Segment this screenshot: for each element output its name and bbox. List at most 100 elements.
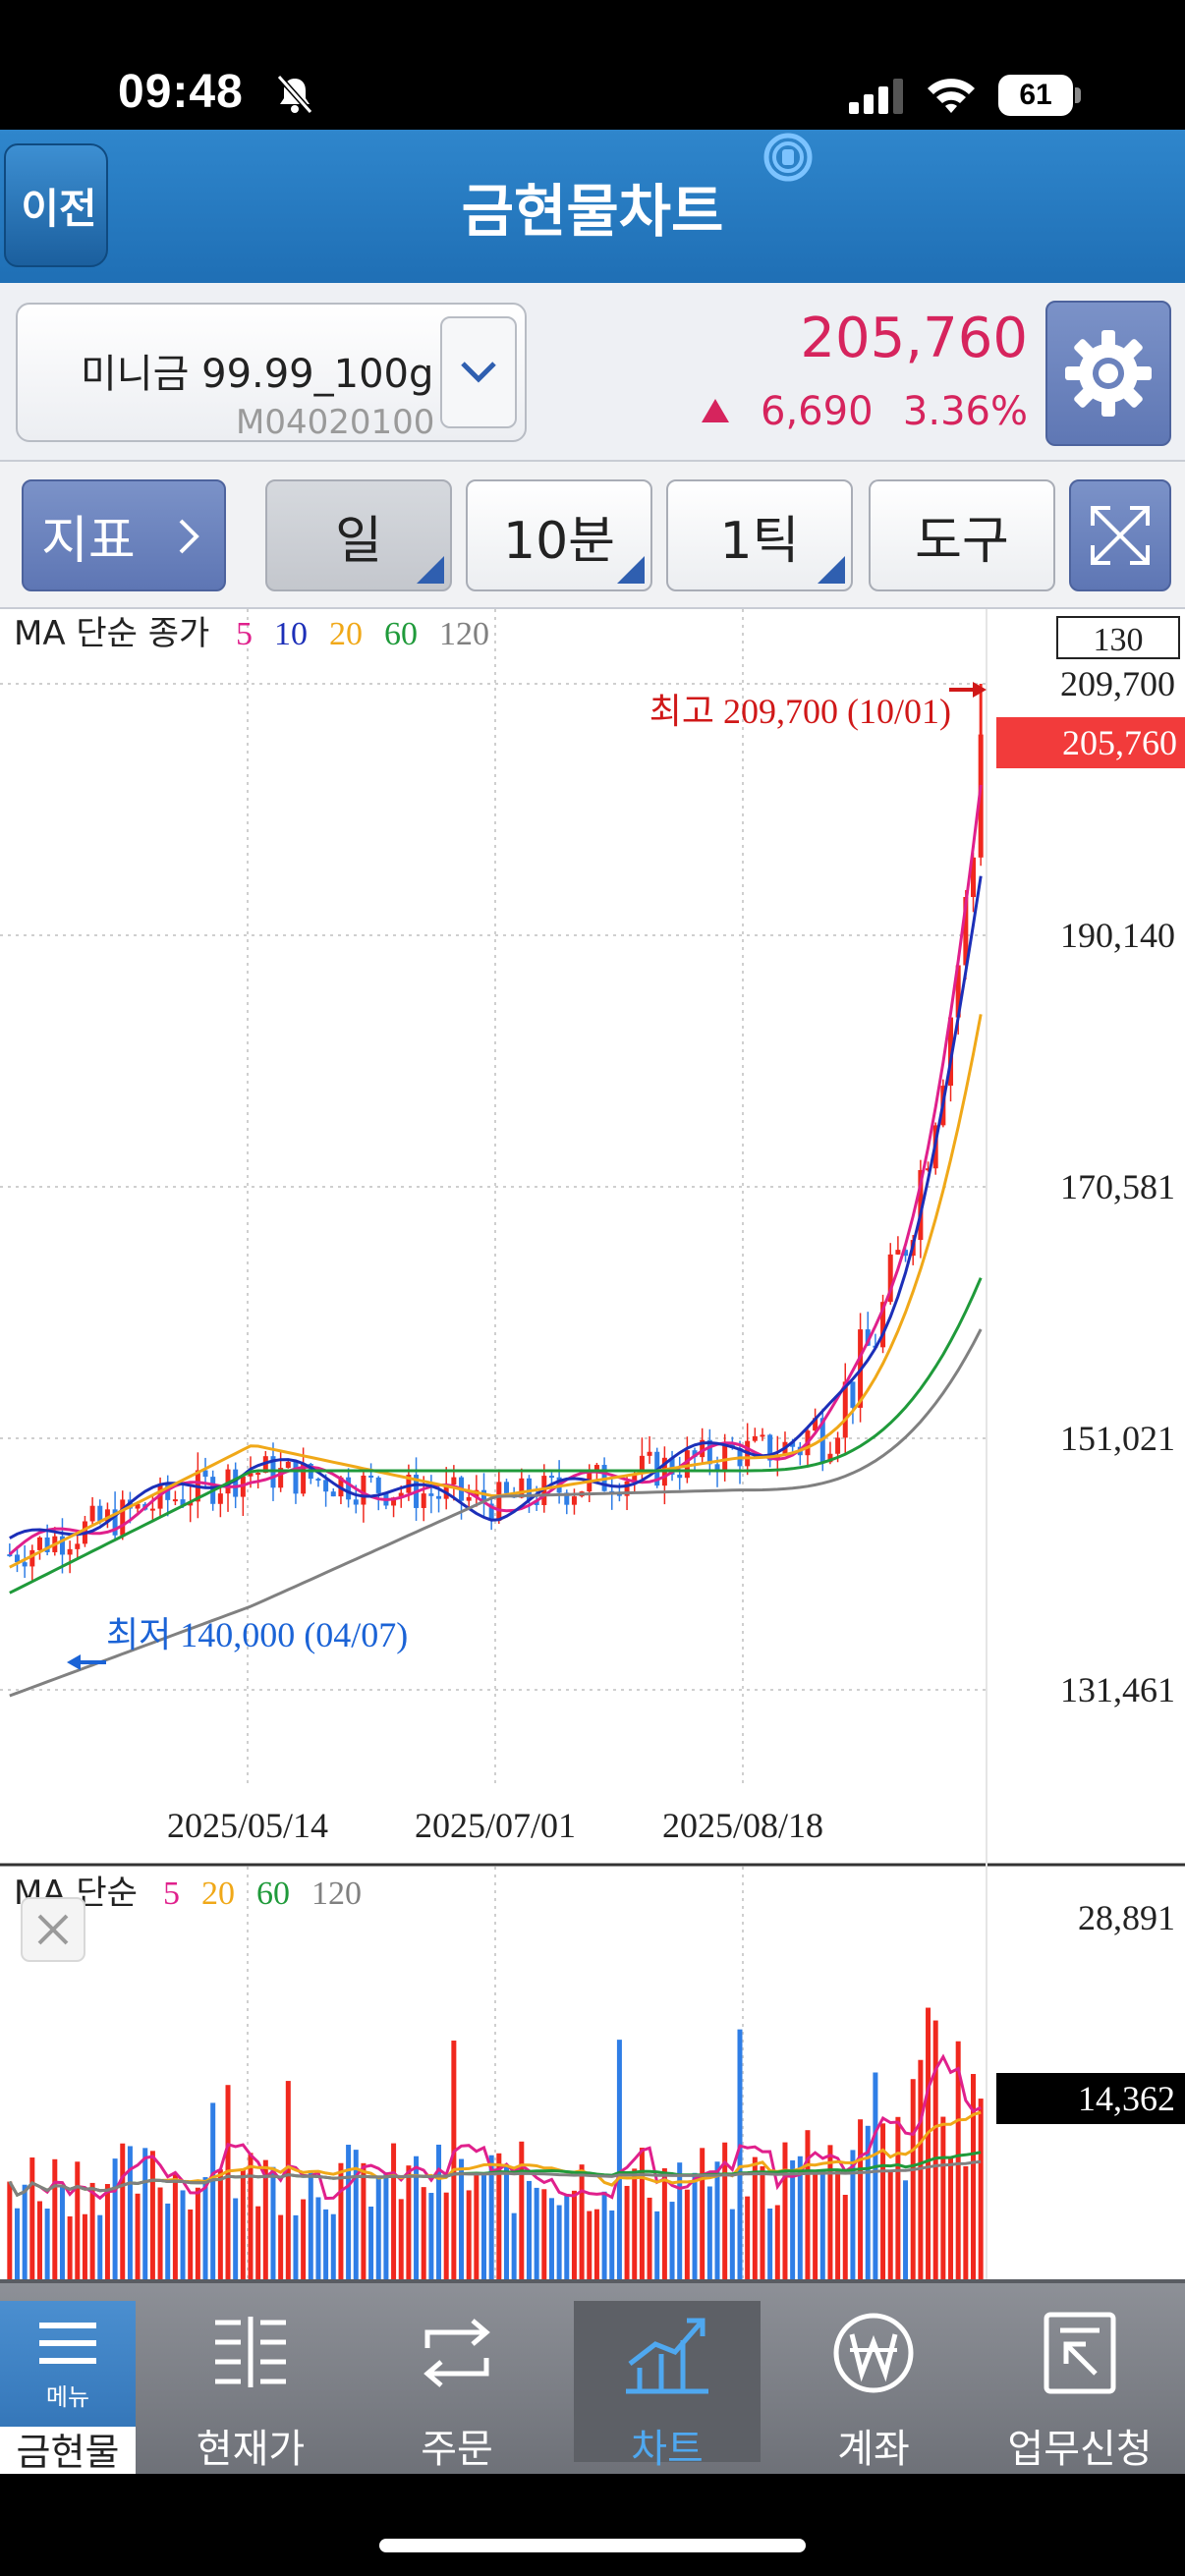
price-volume-chart[interactable]: MA 단순 종가 5 10 20 60 120 130 209,700 190,140 17… [0,609,1185,2279]
volume-bar [624,2185,630,2279]
volume-bar [587,2211,592,2279]
chart-area[interactable]: MA 단순 종가 5 10 20 60 120 130 209,700 190,140 17… [0,609,1185,2279]
volume-bar [684,2189,690,2279]
volume-bar [451,2041,457,2279]
candle-body [827,1453,833,1463]
volume-bar [737,2029,743,2279]
nav-chart[interactable]: 차트 [574,2301,761,2472]
candle-body [684,1450,690,1479]
volume-bar [548,2198,554,2279]
volume-bar [677,2162,683,2279]
volume-bar [571,2190,577,2279]
volume-bar [632,2168,638,2279]
volume-bar [661,2168,667,2279]
candle-body [112,1509,118,1536]
period-day-button[interactable]: 일 [265,479,452,591]
y-tick-label: 151,021 [1060,1419,1175,1458]
nav-service-request[interactable]: 업무신청 [987,2301,1173,2472]
candle-body [752,1435,758,1441]
volume-bar [955,2041,961,2279]
volume-bar [895,2116,901,2279]
candle-body [534,1500,539,1505]
volume-bar [564,2195,570,2279]
volume-bar [865,2125,871,2279]
volume-bar [22,2184,28,2279]
volume-bar [579,2164,585,2279]
volume-bar [654,2211,660,2279]
moving-average-lines [8,784,983,1698]
nav-current-price[interactable]: 현재가 [157,2301,344,2472]
volume-bar [903,2180,909,2279]
bottom-navigation: 메뉴 금현물 현재가 주문 [0,2279,1185,2478]
settings-button[interactable] [1045,301,1171,446]
back-button[interactable]: 이전 [4,143,108,267]
visible-count-box [1056,616,1180,659]
nav-account[interactable]: 계좌 [780,2301,967,2472]
volume-bar [692,2172,698,2279]
volume-bar [361,2162,367,2279]
battery-indicator: 61 [998,75,1081,116]
candle-body [180,1499,186,1506]
volume-bar [496,2153,502,2279]
product-name: 미니금 99.99_100g [81,352,434,397]
nav-label-current-price: 현재가 [196,2427,306,2472]
home-indicator[interactable] [379,2539,806,2552]
nav-label-account: 계좌 [837,2427,910,2472]
candle-body [255,1473,261,1476]
visible-count: 130 [1094,622,1144,658]
candle-body [451,1477,457,1485]
volume-bar [135,2193,141,2279]
close-volume-panel-button[interactable] [21,1897,85,1962]
volume-ma-line-120 [8,2159,982,2198]
current-volume-tag-bg [996,2073,1185,2124]
current-price-tag: 205,760 [1062,723,1177,762]
candle-body [428,1493,434,1496]
candle-body [700,1439,705,1458]
dropdown-corner-icon [617,556,645,584]
sync-icon[interactable] [762,132,814,183]
volume-bar [82,2213,87,2279]
volume-ma-legend-item: 5 [163,1876,180,1912]
candle-body [496,1482,502,1521]
volume-bar [443,2192,449,2279]
candle-body [850,1381,856,1408]
low-annotation: 최저 140,000 (04/07) [106,1615,408,1654]
candle-body [880,1302,886,1348]
volume-bar [323,2209,329,2279]
candle-body [75,1543,81,1549]
candle-body [722,1444,728,1472]
volume-bar [616,2040,622,2279]
volume-bar [44,2209,50,2279]
nav-menu-button[interactable]: 메뉴 금현물 [0,2301,136,2478]
volume-bar [315,2197,321,2279]
volume-bar [89,2182,95,2279]
nav-order[interactable]: 주문 [364,2301,550,2472]
product-selector[interactable]: 미니금 99.99_100g M04020100 [16,303,527,442]
period-tick-button[interactable]: 1틱 [666,479,853,591]
chevron-down-icon [461,362,496,383]
volume-bar [202,2177,208,2279]
candle-body [895,1250,901,1255]
candle-body [963,897,969,966]
volume-bar [926,2007,931,2279]
volume-bar [346,2145,352,2279]
candle-body [519,1478,525,1498]
tools-label: 도구 [915,511,1009,571]
indicator-button[interactable]: 지표 [22,479,226,591]
volume-bar [601,2191,607,2279]
candle-body [97,1505,103,1522]
fullscreen-button[interactable] [1069,479,1171,591]
period-minute-button[interactable]: 10분 [466,479,652,591]
volume-bar [488,2155,494,2279]
ma-line-5 [8,784,983,1556]
volume-bar [774,2205,780,2279]
ma-line-60 [9,1277,983,1595]
volume-bar [503,2164,509,2279]
ma-legend-item: 5 [236,616,253,652]
tools-button[interactable]: 도구 [869,479,1055,591]
candle-body [971,857,977,898]
volume-bar [466,2190,472,2279]
product-dropdown-button[interactable] [440,316,517,428]
candle-body [233,1469,239,1497]
candle-body [135,1503,141,1509]
